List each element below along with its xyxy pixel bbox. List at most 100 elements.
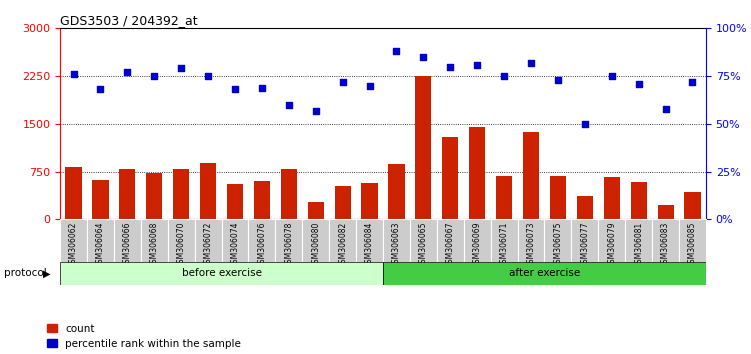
Bar (469, 127, 485, 219)
Bar (227, 184, 243, 219)
Bar (281, 169, 297, 219)
Bar (200, 164, 216, 219)
Bar (92, 180, 108, 219)
Bar (119, 169, 135, 219)
FancyBboxPatch shape (114, 219, 141, 262)
FancyBboxPatch shape (383, 262, 706, 285)
Point (445, 64, 457, 69)
Text: GSM306076: GSM306076 (258, 222, 267, 268)
Bar (146, 173, 162, 219)
Point (95, 87, 107, 92)
Point (363, 83, 376, 88)
Bar (308, 202, 324, 219)
FancyBboxPatch shape (625, 219, 652, 262)
Bar (334, 186, 351, 219)
FancyBboxPatch shape (652, 219, 679, 262)
Point (686, 79, 698, 85)
FancyBboxPatch shape (249, 219, 276, 262)
Text: GSM306078: GSM306078 (285, 222, 294, 268)
Text: GSM306082: GSM306082 (338, 222, 347, 268)
FancyBboxPatch shape (329, 219, 356, 262)
Text: GSM306074: GSM306074 (231, 222, 240, 268)
FancyBboxPatch shape (222, 219, 249, 262)
FancyBboxPatch shape (572, 219, 599, 262)
Point (391, 48, 403, 54)
FancyBboxPatch shape (167, 219, 195, 262)
FancyBboxPatch shape (410, 219, 437, 262)
FancyBboxPatch shape (544, 219, 572, 262)
FancyBboxPatch shape (195, 219, 222, 262)
Text: GSM306081: GSM306081 (634, 222, 643, 268)
Text: GSM306084: GSM306084 (365, 222, 374, 268)
Bar (523, 132, 539, 219)
FancyBboxPatch shape (599, 219, 625, 262)
Text: GSM306072: GSM306072 (204, 222, 213, 268)
Bar (361, 183, 378, 219)
Point (418, 54, 430, 60)
Text: GDS3503 / 204392_at: GDS3503 / 204392_at (60, 14, 198, 27)
Text: GSM306075: GSM306075 (553, 222, 562, 268)
FancyBboxPatch shape (679, 219, 706, 262)
Text: GSM306070: GSM306070 (176, 222, 185, 268)
Point (471, 62, 483, 68)
Legend: count, percentile rank within the sample: count, percentile rank within the sample (47, 324, 241, 349)
Point (283, 102, 295, 108)
Text: before exercise: before exercise (182, 268, 261, 279)
Bar (415, 76, 431, 219)
FancyBboxPatch shape (383, 219, 410, 262)
Text: GSM306073: GSM306073 (526, 222, 535, 268)
Text: GSM306066: GSM306066 (123, 222, 132, 268)
FancyBboxPatch shape (60, 219, 87, 262)
Point (525, 60, 537, 65)
Text: GSM306079: GSM306079 (608, 222, 617, 268)
Point (659, 106, 671, 112)
Text: GSM306077: GSM306077 (581, 222, 590, 268)
Point (175, 65, 187, 71)
Bar (254, 181, 270, 219)
Text: GSM306062: GSM306062 (69, 222, 78, 268)
Point (579, 121, 591, 127)
Bar (388, 164, 405, 219)
Point (606, 73, 618, 79)
Bar (496, 176, 512, 219)
Point (68, 72, 80, 77)
Text: GSM306071: GSM306071 (499, 222, 508, 268)
Point (202, 73, 214, 79)
FancyBboxPatch shape (463, 219, 490, 262)
Text: GSM306069: GSM306069 (472, 222, 481, 268)
Bar (577, 196, 593, 219)
Bar (550, 176, 566, 219)
Point (148, 73, 160, 79)
Bar (173, 169, 189, 219)
Text: GSM306067: GSM306067 (446, 222, 455, 268)
Bar (65, 167, 82, 219)
Point (498, 73, 510, 79)
Bar (442, 137, 458, 219)
FancyBboxPatch shape (302, 219, 329, 262)
FancyBboxPatch shape (276, 219, 302, 262)
Bar (604, 177, 620, 219)
FancyBboxPatch shape (356, 219, 383, 262)
FancyBboxPatch shape (141, 219, 167, 262)
Point (309, 108, 321, 113)
Text: GSM306080: GSM306080 (311, 222, 320, 268)
Text: GSM306063: GSM306063 (392, 222, 401, 268)
Text: GSM306065: GSM306065 (419, 222, 428, 268)
Text: GSM306068: GSM306068 (149, 222, 158, 268)
FancyBboxPatch shape (60, 262, 383, 285)
Bar (657, 205, 674, 219)
Point (552, 77, 564, 83)
Point (336, 79, 348, 85)
Point (256, 85, 268, 90)
Text: after exercise: after exercise (509, 268, 580, 279)
Point (122, 69, 134, 75)
FancyBboxPatch shape (87, 219, 114, 262)
Text: GSM306083: GSM306083 (661, 222, 670, 268)
Bar (684, 192, 701, 219)
Text: ▶: ▶ (43, 268, 50, 278)
Bar (631, 182, 647, 219)
FancyBboxPatch shape (490, 219, 517, 262)
Text: protocol: protocol (4, 268, 47, 278)
Point (229, 87, 241, 92)
FancyBboxPatch shape (517, 219, 544, 262)
